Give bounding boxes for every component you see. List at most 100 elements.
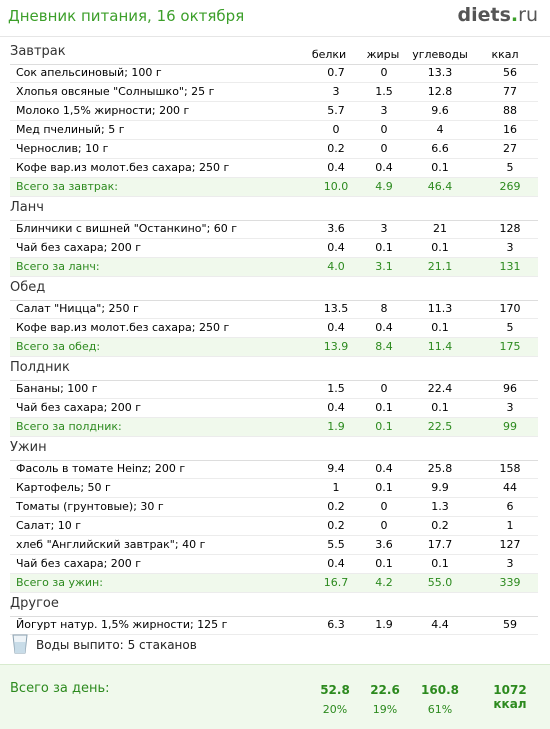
section-title: Завтрак [10, 44, 66, 59]
protein-value: 0.4 [327, 161, 345, 174]
fat-value: 0 [380, 519, 388, 532]
day-total-label: Всего за день: [10, 681, 110, 696]
food-row[interactable]: Чай без сахара; 200 г 0.4 0.1 0.1 3 [10, 555, 538, 574]
fat-value: 0.1 [375, 401, 393, 414]
food-row[interactable]: Йогурт натур. 1,5% жирности; 125 г 6.3 1.9… [10, 616, 538, 635]
carbs-value: 0.1 [431, 241, 449, 254]
kcal-value: 127 [499, 538, 521, 551]
kcal-value: 44 [503, 481, 517, 494]
section-total-row: Всего за обед: 13.9 8.4 11.4 175 [10, 338, 538, 357]
food-row[interactable]: Хлопья овсяные "Солнышко"; 25 г 3 1.5 12.8 7… [10, 83, 538, 102]
food-name: Картофель; 50 г [16, 481, 111, 494]
food-row[interactable]: Сок апельсиновый; 100 г 0.7 0 13.3 56 [10, 64, 538, 83]
day-total-fat: 22.6 [370, 683, 400, 697]
carbs-value: 9.6 [431, 104, 449, 117]
protein-value: 1.5 [327, 382, 345, 395]
kcal-value: 59 [503, 618, 517, 631]
kcal-value: 339 [499, 576, 521, 589]
kcal-value: 6 [506, 500, 514, 513]
carbs-value: 21.1 [427, 260, 453, 273]
food-row[interactable]: Томаты (грунтовые); 30 г 0.2 0 1.3 6 [10, 498, 538, 517]
day-total-fat-pct: 19% [372, 703, 398, 716]
page-title: Дневник питания, 16 октября [8, 7, 245, 25]
kcal-value: 3 [506, 557, 514, 570]
fat-value: 0 [380, 66, 388, 79]
kcal-value: 131 [499, 260, 521, 273]
food-row[interactable]: Чай без сахара; 200 г 0.4 0.1 0.1 3 [10, 399, 538, 418]
site-logo[interactable]: diets.ru [458, 4, 538, 26]
food-name: Томаты (грунтовые); 30 г [16, 500, 164, 513]
protein-value: 10.0 [323, 180, 349, 193]
water-value: 5 стаканов [127, 638, 197, 652]
protein-value: 5.7 [327, 104, 345, 117]
fat-value: 0.1 [375, 557, 393, 570]
protein-value: 0.2 [327, 142, 345, 155]
food-name: Бананы; 100 г [16, 382, 98, 395]
protein-value: 0.2 [327, 500, 345, 513]
food-name: Молоко 1,5% жирности; 200 г [16, 104, 190, 117]
section-title: Обед [10, 280, 46, 295]
food-name: Чай без сахара; 200 г [16, 557, 142, 570]
food-row[interactable]: Бананы; 100 г 1.5 0 22.4 96 [10, 380, 538, 399]
food-row[interactable]: хлеб "Английский завтрак"; 40 г 5.5 3.6 17.… [10, 536, 538, 555]
carbs-value: 0.1 [431, 401, 449, 414]
food-row[interactable]: Фасоль в томате Heinz; 200 г 9.4 0.4 25.8 15… [10, 460, 538, 479]
kcal-value: 170 [499, 302, 521, 315]
fat-value: 4.2 [375, 576, 393, 589]
water-label: Воды выпито: [36, 638, 124, 652]
column-header-fat: жиры [366, 48, 400, 61]
food-name: Чернослив; 10 г [16, 142, 109, 155]
carbs-value: 9.9 [431, 481, 449, 494]
day-total-carbs: 160.8 [421, 683, 459, 697]
protein-value: 0.4 [327, 557, 345, 570]
food-name: Всего за полдник: [16, 420, 122, 433]
section-total-row: Всего за завтрак: 10.0 4.9 46.4 269 [10, 178, 538, 197]
protein-value: 13.9 [323, 340, 349, 353]
carbs-value: 0.1 [431, 161, 449, 174]
food-row[interactable]: Салат "Ницца"; 250 г 13.5 8 11.3 170 [10, 300, 538, 319]
protein-value: 3 [332, 85, 340, 98]
fat-value: 3.6 [375, 538, 393, 551]
section-title: Другое [10, 596, 59, 611]
glass-icon [12, 634, 28, 658]
carbs-value: 6.6 [431, 142, 449, 155]
protein-value: 5.5 [327, 538, 345, 551]
fat-value: 0.1 [375, 420, 393, 433]
carbs-value: 46.4 [427, 180, 453, 193]
food-name: Йогурт натур. 1,5% жирности; 125 г [16, 618, 228, 631]
protein-value: 0.2 [327, 519, 345, 532]
food-row[interactable]: Картофель; 50 г 1 0.1 9.9 44 [10, 479, 538, 498]
food-row[interactable]: Молоко 1,5% жирности; 200 г 5.7 3 9.6 88 [10, 102, 538, 121]
kcal-value: 16 [503, 123, 517, 136]
food-row[interactable]: Блинчики с вишней "Останкино"; 60 г 3.6 3 2… [10, 220, 538, 239]
fat-value: 3.1 [375, 260, 393, 273]
food-row[interactable]: Чернослив; 10 г 0.2 0 6.6 27 [10, 140, 538, 159]
section-total-row: Всего за ужин: 16.7 4.2 55.0 339 [10, 574, 538, 593]
fat-value: 8.4 [375, 340, 393, 353]
kcal-value: 27 [503, 142, 517, 155]
food-row[interactable]: Чай без сахара; 200 г 0.4 0.1 0.1 3 [10, 239, 538, 258]
food-row[interactable]: Кофе вар.из молот.без сахара; 250 г 0.4 0.… [10, 319, 538, 338]
food-name: Сок апельсиновый; 100 г [16, 66, 162, 79]
day-total: Всего за день: 52.8 22.6 160.8 1072 ккал… [0, 664, 550, 729]
carbs-value: 22.4 [427, 382, 453, 395]
water-intake: Воды выпито: 5 стаканов [10, 632, 538, 658]
food-row[interactable]: Салат; 10 г 0.2 0 0.2 1 [10, 517, 538, 536]
day-total-protein: 52.8 [320, 683, 350, 697]
fat-value: 0 [380, 123, 388, 136]
food-row[interactable]: Мед пчелиный; 5 г 0 0 4 16 [10, 121, 538, 140]
fat-value: 0.4 [375, 161, 393, 174]
section-divider [10, 460, 538, 461]
fat-value: 4.9 [375, 180, 393, 193]
kcal-value: 269 [499, 180, 521, 193]
food-name: Фасоль в томате Heinz; 200 г [16, 462, 186, 475]
fat-value: 3 [380, 104, 388, 117]
section-total-row: Всего за полдник: 1.9 0.1 22.5 99 [10, 418, 538, 437]
fat-value: 1.5 [375, 85, 393, 98]
kcal-value: 77 [503, 85, 517, 98]
protein-value: 1 [332, 481, 340, 494]
column-header-protein: белки [311, 48, 347, 61]
carbs-value: 0.1 [431, 321, 449, 334]
section-divider [10, 380, 538, 381]
food-row[interactable]: Кофе вар.из молот.без сахара; 250 г 0.4 0.… [10, 159, 538, 178]
